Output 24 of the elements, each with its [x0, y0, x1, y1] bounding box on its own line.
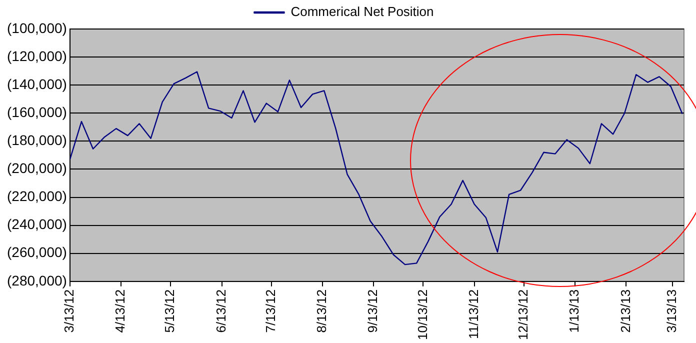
- y-tick-label: (260,000): [6, 244, 67, 260]
- x-tick-label: 12/13/12: [515, 289, 530, 340]
- legend-label: Commerical Net Position: [290, 4, 434, 20]
- x-tick-label: 9/13/12: [365, 289, 380, 333]
- y-tick-label: (240,000): [6, 216, 67, 232]
- y-tick-label: (180,000): [6, 132, 67, 148]
- x-tick-label: 2/13/13: [618, 289, 633, 333]
- x-tick-label: 11/13/12: [466, 289, 481, 340]
- x-tick-label: 5/13/12: [162, 289, 178, 333]
- y-tick-label: (160,000): [6, 104, 67, 120]
- x-tick-label: 8/13/12: [314, 289, 330, 333]
- y-tick-label: (280,000): [6, 272, 67, 288]
- y-tick-label: (220,000): [6, 188, 67, 204]
- x-tick-label: 3/13/13: [664, 289, 680, 333]
- y-tick-label: (140,000): [6, 76, 67, 92]
- y-tick-label: (100,000): [6, 20, 67, 36]
- y-tick-label: (200,000): [6, 160, 67, 176]
- x-tick-label: 3/13/12: [62, 289, 77, 333]
- x-tick-label: 7/13/12: [262, 289, 278, 333]
- x-tick-label: 1/13/13: [566, 289, 582, 333]
- x-tick-label: 4/13/12: [112, 289, 128, 333]
- x-tick-label: 10/13/12: [414, 289, 430, 340]
- x-tick-label: 6/13/12: [213, 289, 228, 333]
- y-tick-label: (120,000): [6, 48, 67, 64]
